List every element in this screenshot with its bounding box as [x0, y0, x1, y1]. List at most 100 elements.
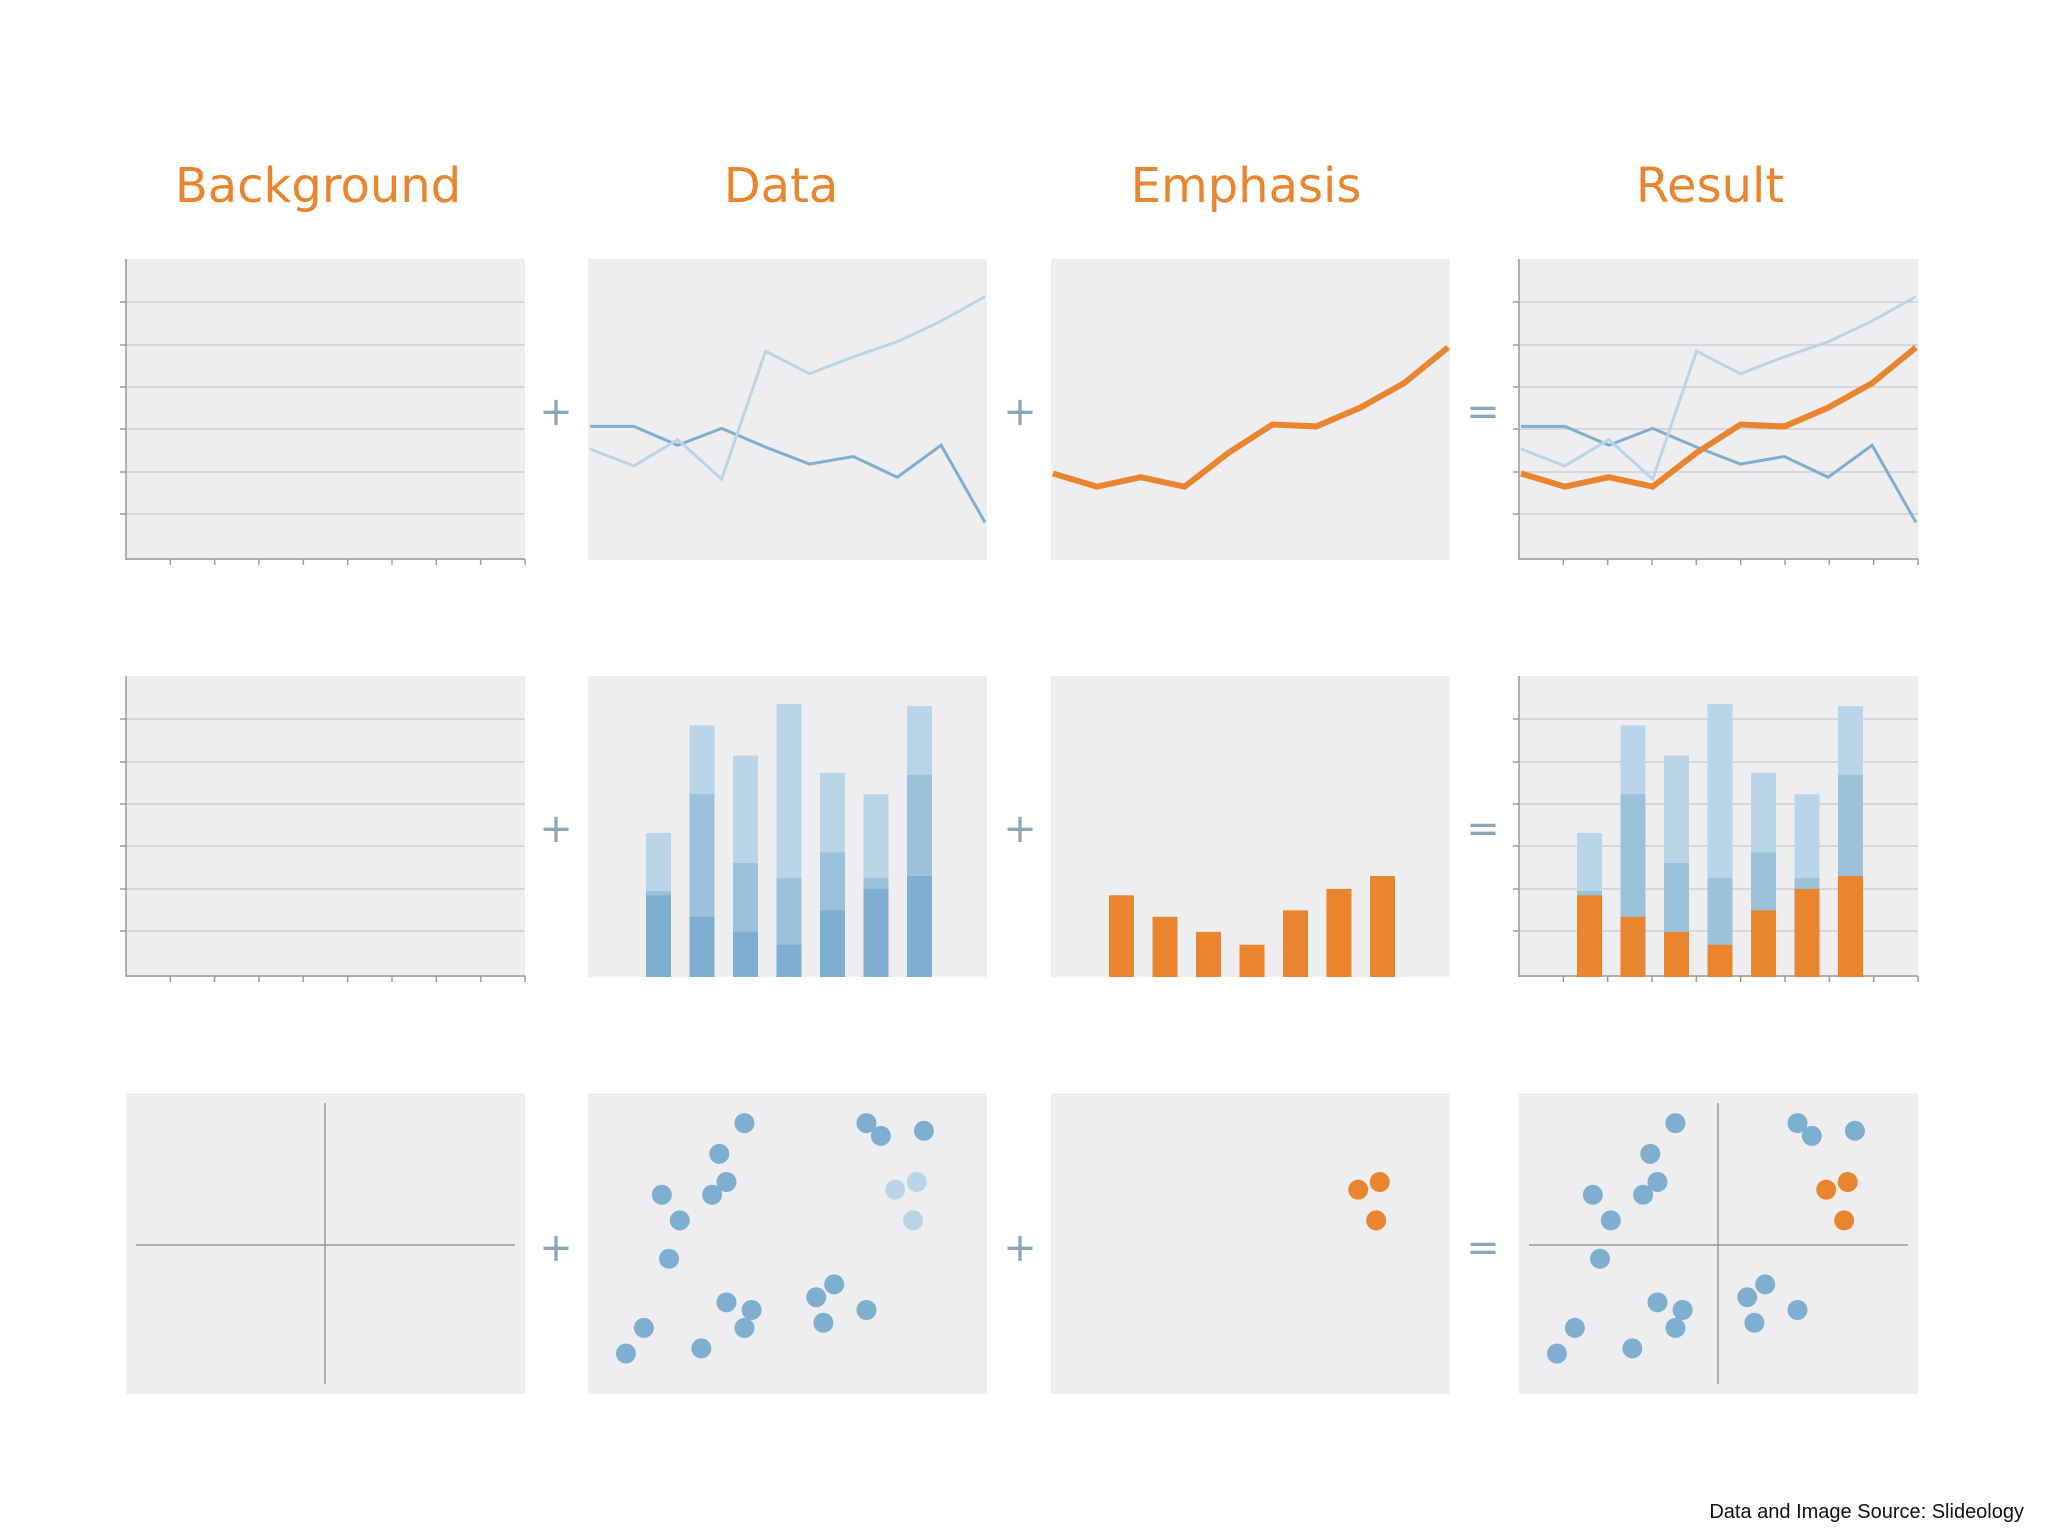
plus-operator: + — [539, 389, 573, 435]
emphasis-bar — [1620, 916, 1646, 977]
equals-operator: = — [1466, 1225, 1500, 1271]
panel-background — [588, 259, 987, 560]
data-point — [1590, 1248, 1611, 1269]
line-emphasis-panel — [1051, 259, 1450, 560]
data-point — [615, 1343, 636, 1364]
emphasis-point — [1837, 1172, 1858, 1192]
panel-background — [1519, 259, 1918, 560]
bar-segment — [907, 875, 932, 977]
bar-emphasis-panel — [1051, 676, 1450, 977]
data-line — [589, 295, 986, 482]
data-point — [716, 1292, 737, 1313]
equals-operator: = — [1466, 806, 1500, 852]
plus-operator: + — [1003, 806, 1037, 852]
panel-background — [126, 676, 525, 977]
emphasis-bar — [1196, 931, 1221, 977]
emphasis-bar — [1109, 895, 1134, 977]
bar-segment — [689, 916, 715, 977]
data-point — [734, 1317, 755, 1338]
data-point — [806, 1287, 827, 1308]
plus-operator: + — [539, 1225, 573, 1271]
emphasis-point — [1366, 1210, 1387, 1231]
data-point — [903, 1210, 924, 1231]
emphasis-point — [1834, 1210, 1855, 1231]
line-data-panel — [588, 259, 987, 560]
bar-segment — [820, 910, 845, 977]
data-point — [1600, 1210, 1621, 1231]
data-point — [651, 1184, 672, 1205]
emphasis-bar — [1370, 875, 1395, 977]
scatter-background-panel — [126, 1093, 525, 1394]
emphasis-line — [1052, 345, 1450, 490]
data-point — [870, 1125, 891, 1146]
data-point — [856, 1300, 877, 1320]
bar-data-panel — [588, 676, 987, 977]
data-point — [691, 1338, 712, 1359]
data-point — [1844, 1120, 1865, 1141]
data-point — [1622, 1338, 1643, 1359]
bar-segment — [863, 888, 889, 977]
emphasis-bar — [1577, 895, 1602, 977]
scatter-emphasis-panel — [1051, 1093, 1450, 1394]
emphasis-point — [1369, 1172, 1390, 1192]
data-point — [741, 1300, 762, 1320]
emphasis-bar — [1664, 931, 1689, 977]
header-data: Data — [723, 158, 839, 214]
emphasis-line — [1520, 345, 1918, 490]
data-point — [824, 1274, 845, 1295]
plus-operator: + — [1003, 1225, 1037, 1271]
data-point — [1755, 1274, 1776, 1295]
emphasis-bar — [1283, 910, 1308, 977]
data-point — [702, 1184, 723, 1205]
data-point — [1633, 1184, 1654, 1205]
bar-segment — [646, 895, 671, 977]
emphasis-bar — [1326, 888, 1352, 977]
panel-background — [588, 1093, 987, 1394]
scatter-result-panel — [1519, 1093, 1918, 1394]
data-point — [716, 1172, 737, 1192]
data-point — [856, 1113, 877, 1134]
equals-operator: = — [1466, 389, 1500, 435]
panel-background — [1051, 259, 1450, 560]
header-result: Result — [1635, 158, 1785, 214]
data-point — [813, 1312, 834, 1333]
data-point — [1787, 1300, 1808, 1320]
data-point — [709, 1143, 730, 1164]
data-point — [1647, 1172, 1668, 1192]
emphasis-bar — [1707, 944, 1733, 977]
line-background-panel — [120, 259, 526, 565]
data-point — [1672, 1300, 1693, 1320]
emphasis-bar — [1239, 944, 1265, 977]
data-point — [1801, 1125, 1822, 1146]
data-point — [1640, 1143, 1661, 1164]
panel-background — [1051, 1093, 1450, 1394]
data-line — [590, 424, 987, 524]
emphasis-bar — [1838, 875, 1863, 977]
scatter-data-panel — [588, 1093, 987, 1394]
data-line — [1520, 295, 1917, 482]
emphasis-bar — [1794, 888, 1820, 977]
emphasis-point — [1348, 1179, 1369, 1200]
bar-segment — [776, 944, 802, 977]
emphasis-bar — [1152, 916, 1178, 977]
plus-operator: + — [1003, 389, 1037, 435]
data-point — [669, 1210, 690, 1231]
data-point — [913, 1120, 934, 1141]
data-line — [1521, 424, 1918, 524]
plus-operator: + — [539, 806, 573, 852]
panel-background — [126, 259, 525, 560]
bar-segment — [733, 931, 758, 977]
header-background: Background — [174, 158, 462, 214]
data-point — [1737, 1287, 1758, 1308]
data-point — [659, 1248, 680, 1269]
data-point — [1647, 1292, 1668, 1313]
data-point — [1564, 1317, 1585, 1338]
emphasis-bar — [1751, 910, 1776, 977]
emphasis-point — [1816, 1179, 1837, 1200]
header-emphasis: Emphasis — [1130, 158, 1362, 214]
data-point — [1787, 1113, 1808, 1134]
data-point — [1582, 1184, 1603, 1205]
data-point — [1665, 1317, 1686, 1338]
source-note: Data and Image Source: Slideology — [1709, 1501, 2024, 1523]
data-point — [885, 1179, 906, 1200]
